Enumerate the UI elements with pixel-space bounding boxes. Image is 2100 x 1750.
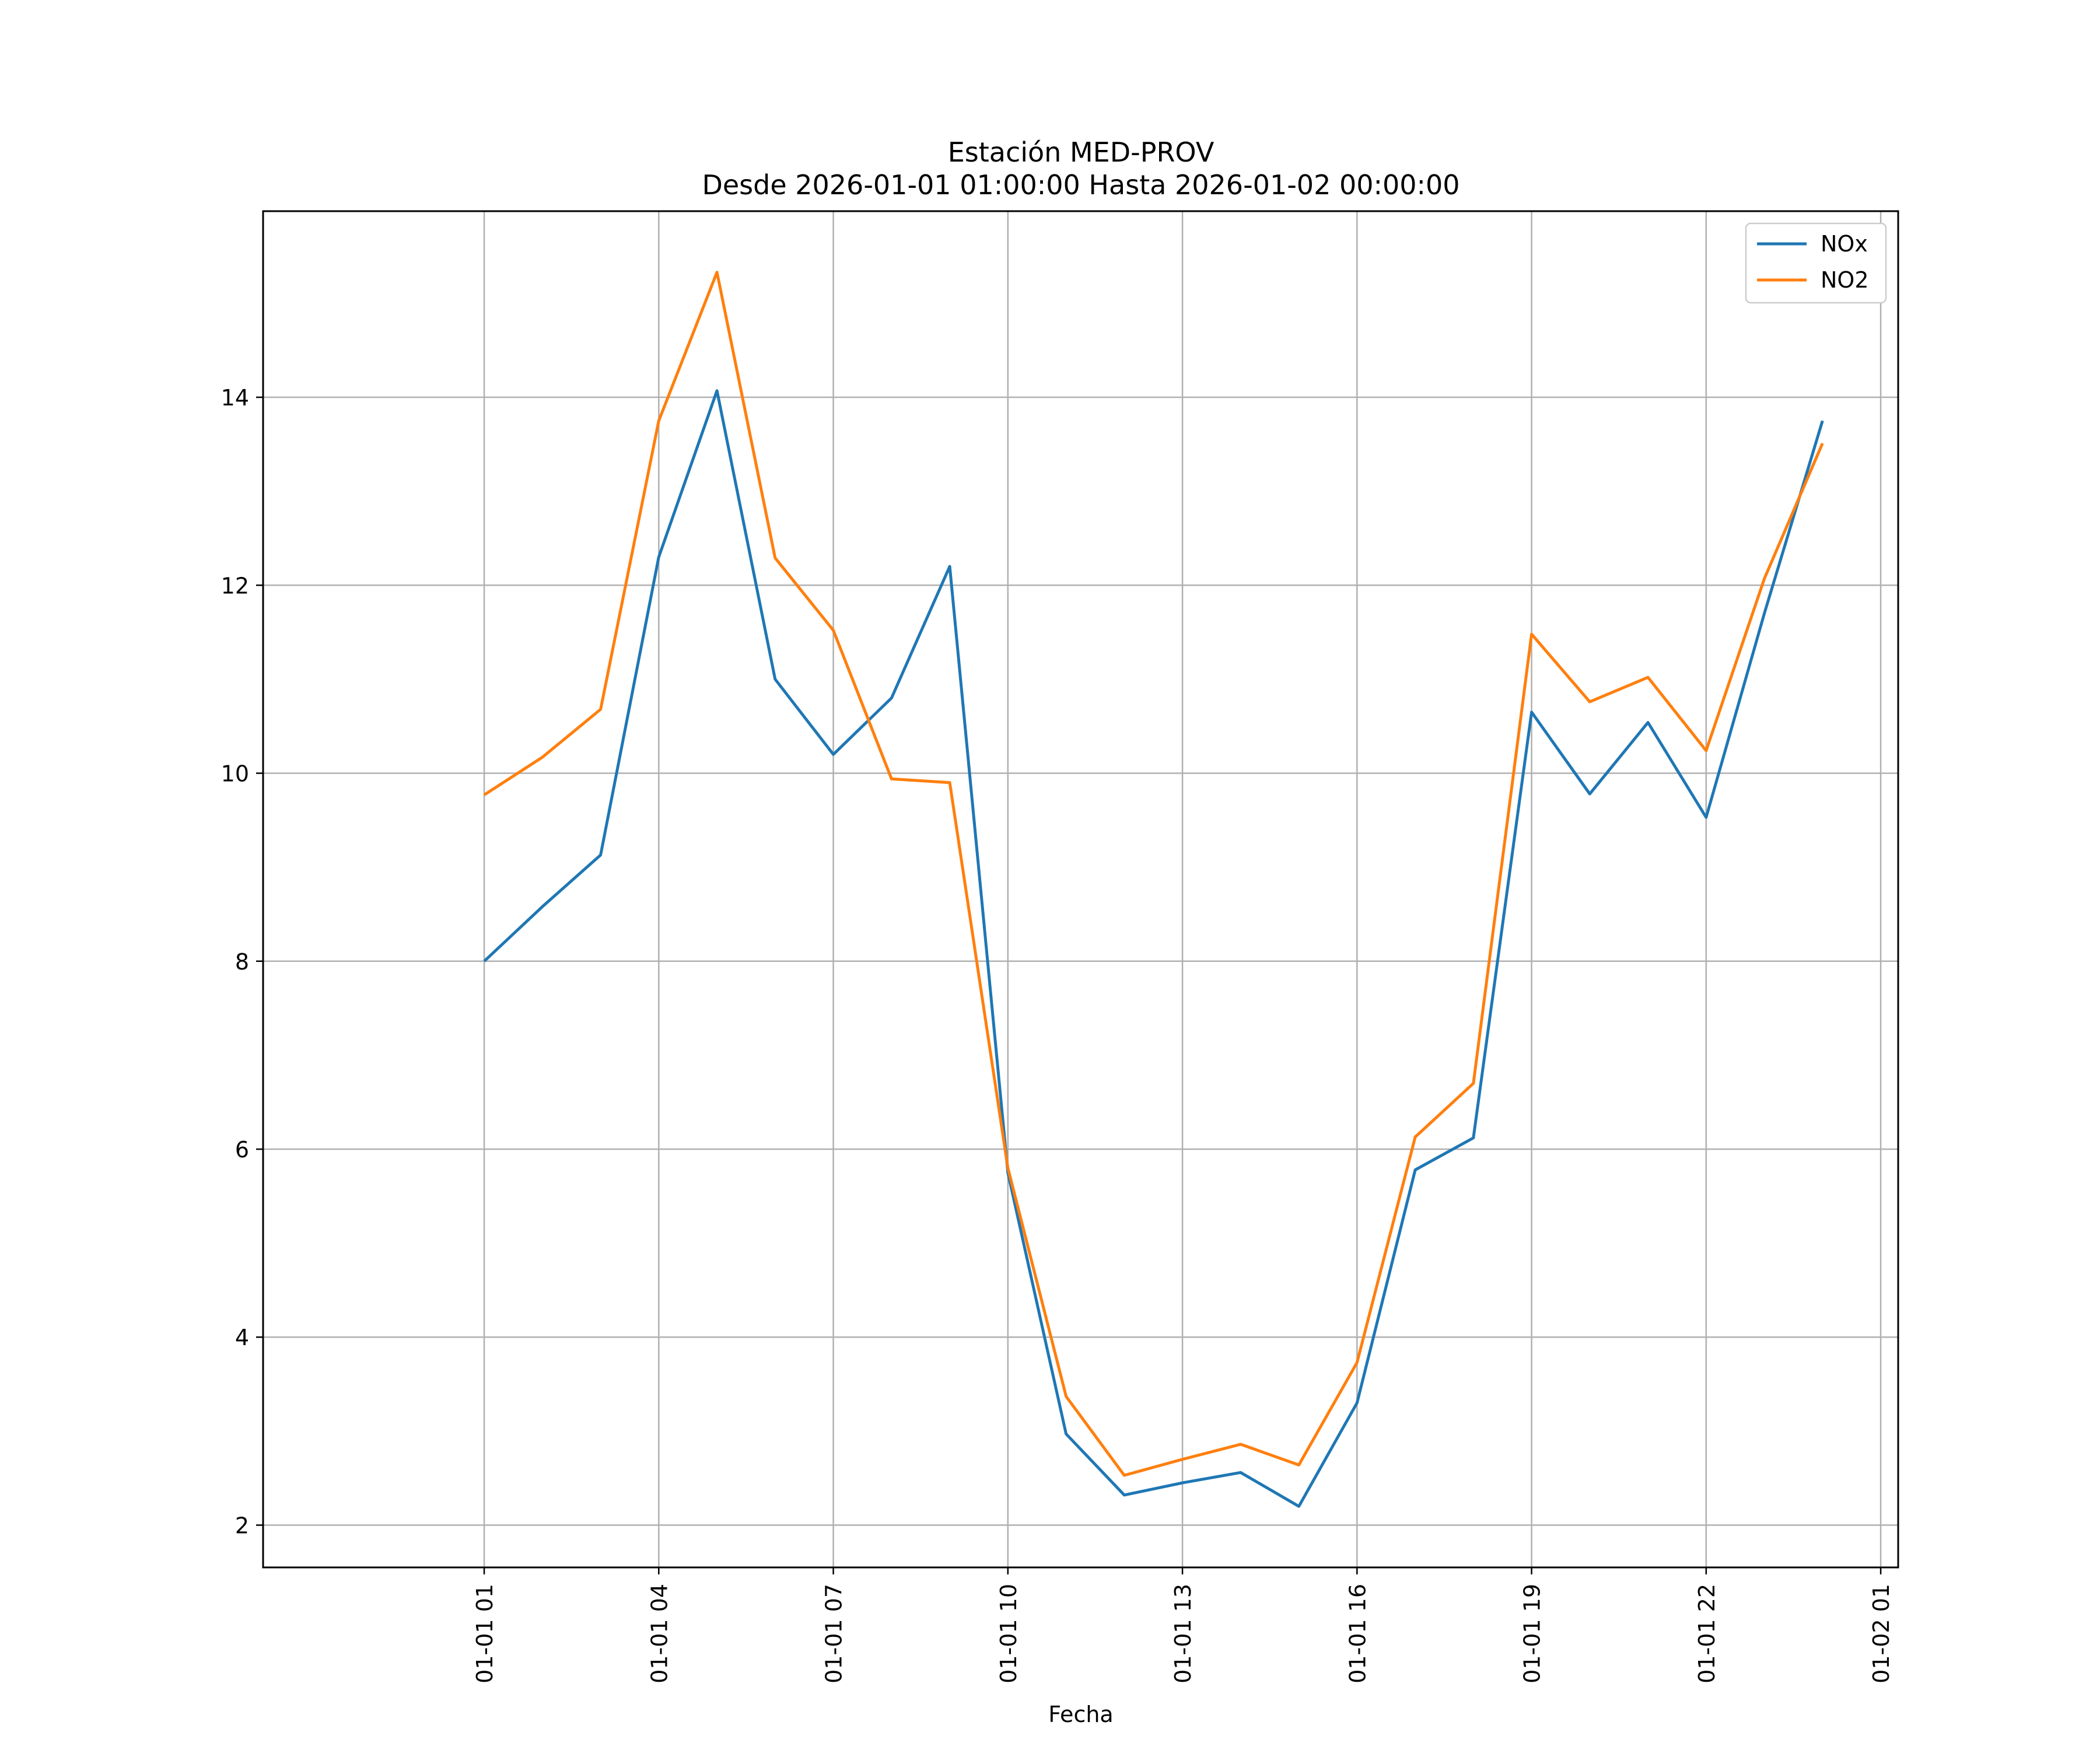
legend-label-no2: NO2 [1821, 267, 1869, 293]
plot-frame [262, 210, 1899, 1569]
y-tick-label: 6 [235, 1137, 249, 1163]
x-tick-label: 01-01 04 [646, 1584, 672, 1684]
x-tick-label: 01-01 22 [1694, 1584, 1720, 1684]
series-line-no2 [483, 271, 1824, 1477]
x-tick-label: 01-02 01 [1868, 1584, 1894, 1684]
legend-label-nox: NOx [1821, 231, 1868, 257]
series-lines [483, 271, 1824, 1508]
series-line-nox [483, 389, 1824, 1508]
y-tick-label: 14 [221, 385, 249, 411]
grid-lines [263, 211, 1898, 1567]
x-tick-label: 01-01 07 [821, 1584, 847, 1684]
chart-title-line1: Estación MED-PROV [948, 136, 1214, 168]
x-tick-label: 01-01 13 [1170, 1584, 1196, 1684]
y-tick-label: 12 [221, 573, 249, 598]
x-tick-label: 01-01 10 [996, 1584, 1021, 1684]
x-tick-label: 01-01 16 [1345, 1584, 1370, 1684]
legend: NOx NO2 [1745, 222, 1887, 304]
y-tick-label: 8 [235, 949, 249, 975]
y-tick-label: 4 [235, 1325, 249, 1350]
x-axis-label: Fecha [1048, 1702, 1113, 1727]
chart-title-line2: Desde 2026-01-01 01:00:00 Hasta 2026-01-… [702, 169, 1460, 201]
x-tick-label: 01-01 01 [472, 1584, 498, 1684]
y-tick-label: 10 [221, 761, 249, 787]
y-tick-label: 2 [235, 1513, 249, 1538]
axis-ticks: 01-01 01 01-01 04 01-01 07 01-01 10 01-01 13… [221, 385, 1894, 1684]
x-tick-label: 01-01 19 [1520, 1584, 1545, 1684]
